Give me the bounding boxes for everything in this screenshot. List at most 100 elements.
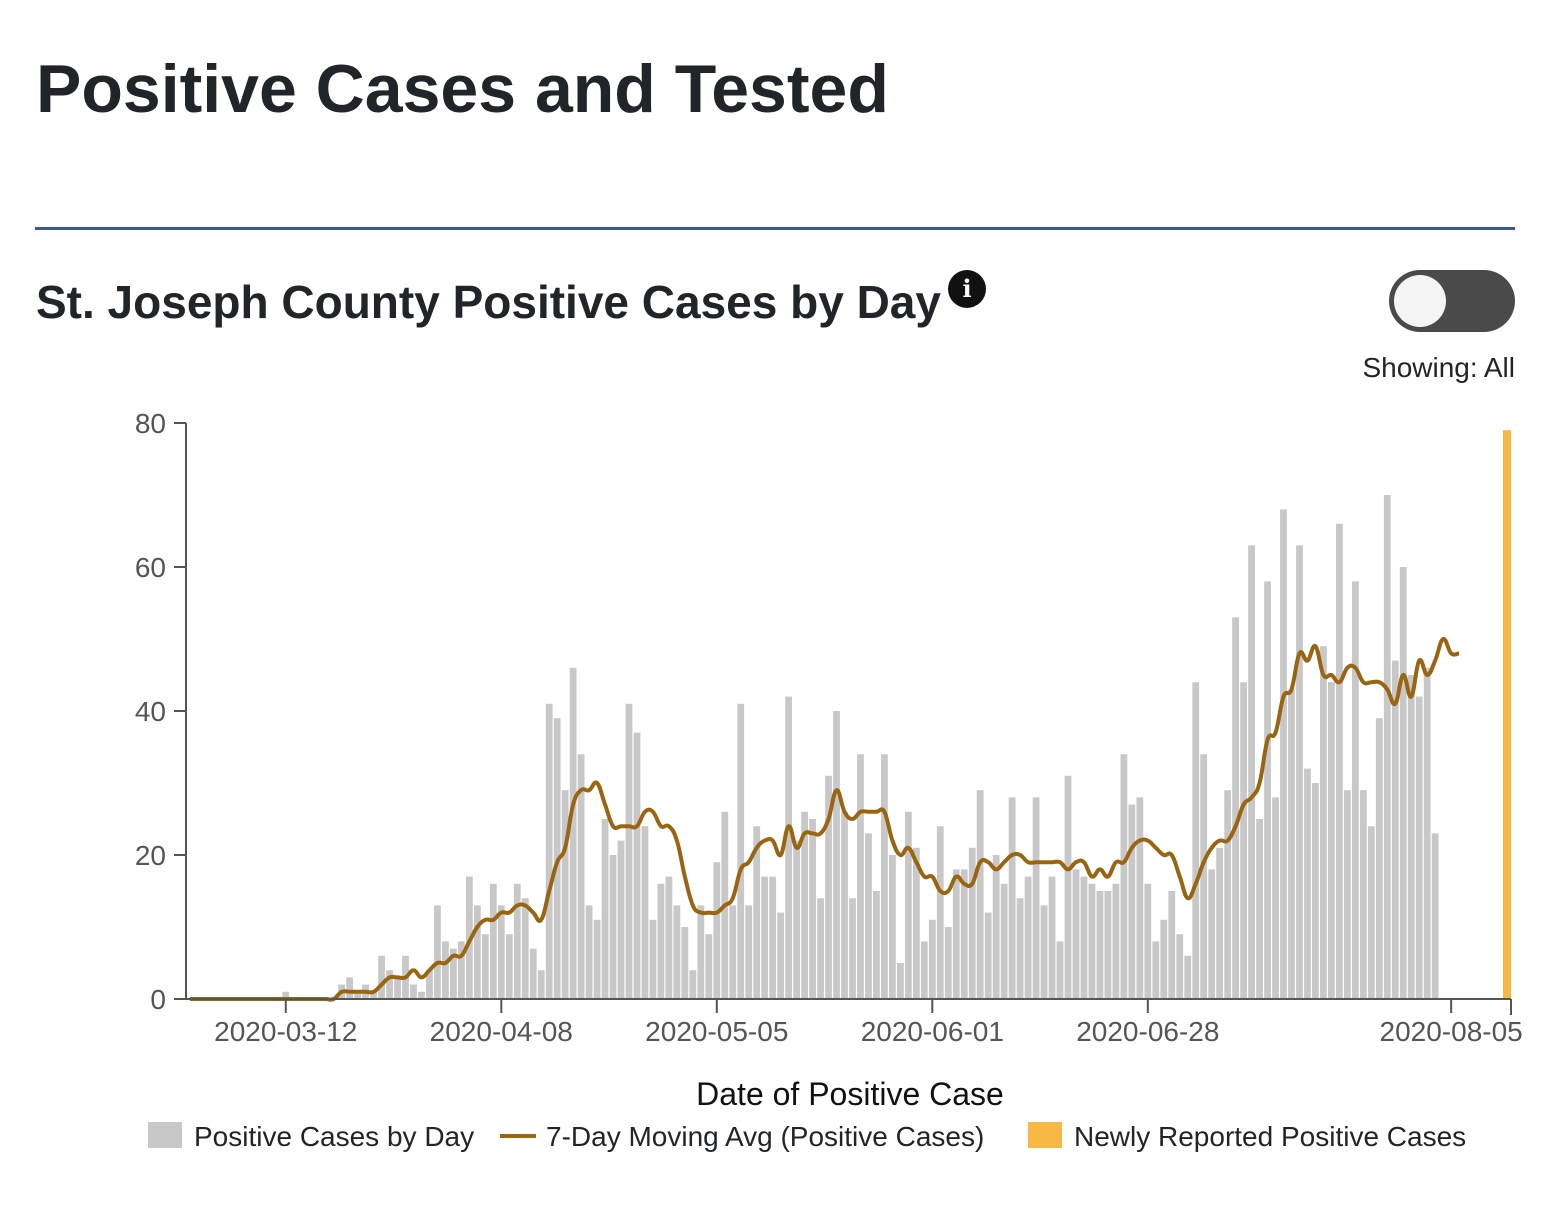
bar xyxy=(505,934,513,999)
bar xyxy=(984,912,992,999)
x-tick-label: 2020-04-08 xyxy=(430,1016,573,1047)
bar xyxy=(1367,826,1375,999)
bar xyxy=(1120,754,1128,999)
bar xyxy=(1032,797,1040,999)
view-toggle[interactable] xyxy=(1389,270,1515,332)
y-tick-label: 0 xyxy=(150,984,166,1015)
toggle-knob[interactable] xyxy=(1394,275,1446,327)
bar xyxy=(617,840,625,999)
bar xyxy=(1343,790,1351,999)
bar xyxy=(585,905,593,999)
bar xyxy=(1176,934,1184,999)
bar xyxy=(657,883,665,999)
bar xyxy=(649,919,657,999)
bar xyxy=(1168,891,1176,999)
bar xyxy=(1351,581,1359,999)
x-tick-label: 2020-05-05 xyxy=(645,1016,788,1047)
bar xyxy=(761,876,769,999)
bar xyxy=(1312,783,1319,999)
bar xyxy=(889,855,896,999)
moving-average-layer xyxy=(189,637,1460,1002)
bar xyxy=(410,984,417,999)
bar xyxy=(561,790,569,999)
x-tick-label: 2020-08-05 xyxy=(1380,1016,1523,1047)
x-tick-label: 2020-03-12 xyxy=(214,1016,357,1047)
info-icon[interactable]: i xyxy=(948,270,986,308)
legend-label-bars: Positive Cases by Day xyxy=(194,1121,474,1152)
bar xyxy=(944,927,952,999)
bar xyxy=(370,991,377,999)
bar xyxy=(1208,869,1216,999)
bar xyxy=(968,847,976,999)
bar xyxy=(537,970,545,999)
page-title: Positive Cases and Tested xyxy=(36,51,889,127)
bar xyxy=(457,941,465,999)
bar xyxy=(545,703,553,999)
bar xyxy=(426,970,433,999)
bar xyxy=(434,905,441,999)
bar xyxy=(1407,675,1415,999)
bar xyxy=(1192,682,1200,999)
bar xyxy=(841,811,848,999)
bar xyxy=(1415,696,1423,999)
bar xyxy=(1000,883,1008,999)
bar xyxy=(992,855,1000,999)
bar xyxy=(857,754,864,999)
x-axis-title: Date of Positive Case xyxy=(696,1076,1004,1112)
bar xyxy=(521,898,529,999)
bar xyxy=(1104,891,1112,999)
y-tick-label: 40 xyxy=(135,696,166,727)
bar xyxy=(529,948,537,999)
bar xyxy=(753,826,761,999)
bar xyxy=(1016,898,1024,999)
bar xyxy=(1359,790,1367,999)
bar xyxy=(609,855,617,999)
legend-swatch-new xyxy=(1028,1122,1062,1148)
bar xyxy=(378,955,385,999)
bar xyxy=(1096,891,1104,999)
bar xyxy=(1391,660,1399,999)
bar xyxy=(1375,718,1383,999)
bar xyxy=(849,898,856,999)
bar xyxy=(489,883,497,999)
bar xyxy=(777,912,785,999)
bar xyxy=(1048,876,1056,999)
bar xyxy=(665,876,673,999)
bar xyxy=(697,905,705,999)
bar xyxy=(1040,905,1048,999)
bar xyxy=(1399,567,1407,999)
bar xyxy=(450,948,457,999)
bar xyxy=(713,862,721,999)
bar xyxy=(1056,941,1064,999)
x-tick-label: 2020-06-28 xyxy=(1076,1016,1219,1047)
bar xyxy=(801,811,808,999)
new-cases-bar xyxy=(1503,430,1511,999)
axes-layer: 0 20 40 60 80 2020-03-12 2020-04-08 2020-05-05 2… xyxy=(135,408,1523,1047)
bar xyxy=(354,991,362,999)
bar xyxy=(442,941,449,999)
legend: Positive Cases by Day 7-Day Moving Avg (… xyxy=(148,1121,1466,1152)
bar xyxy=(1112,883,1120,999)
bar xyxy=(593,919,601,999)
bar xyxy=(928,919,936,999)
bar xyxy=(1264,581,1271,999)
bar xyxy=(912,847,920,999)
bar xyxy=(1328,682,1335,999)
section-divider xyxy=(35,227,1515,230)
bar xyxy=(825,775,832,999)
bar xyxy=(1288,689,1295,999)
bar xyxy=(1431,833,1439,999)
chart-title: St. Joseph County Positive Cases by Day xyxy=(36,276,941,328)
bar xyxy=(641,826,649,999)
bar xyxy=(785,696,793,999)
bar xyxy=(473,905,481,999)
bar xyxy=(1200,754,1208,999)
legend-label-new: Newly Reported Positive Cases xyxy=(1074,1121,1466,1152)
bar xyxy=(1216,847,1224,999)
moving-average-line xyxy=(189,637,1460,1002)
bar xyxy=(1224,790,1232,999)
bar xyxy=(873,891,880,999)
bar xyxy=(418,991,425,999)
bar xyxy=(960,869,968,999)
bar xyxy=(1136,797,1144,999)
